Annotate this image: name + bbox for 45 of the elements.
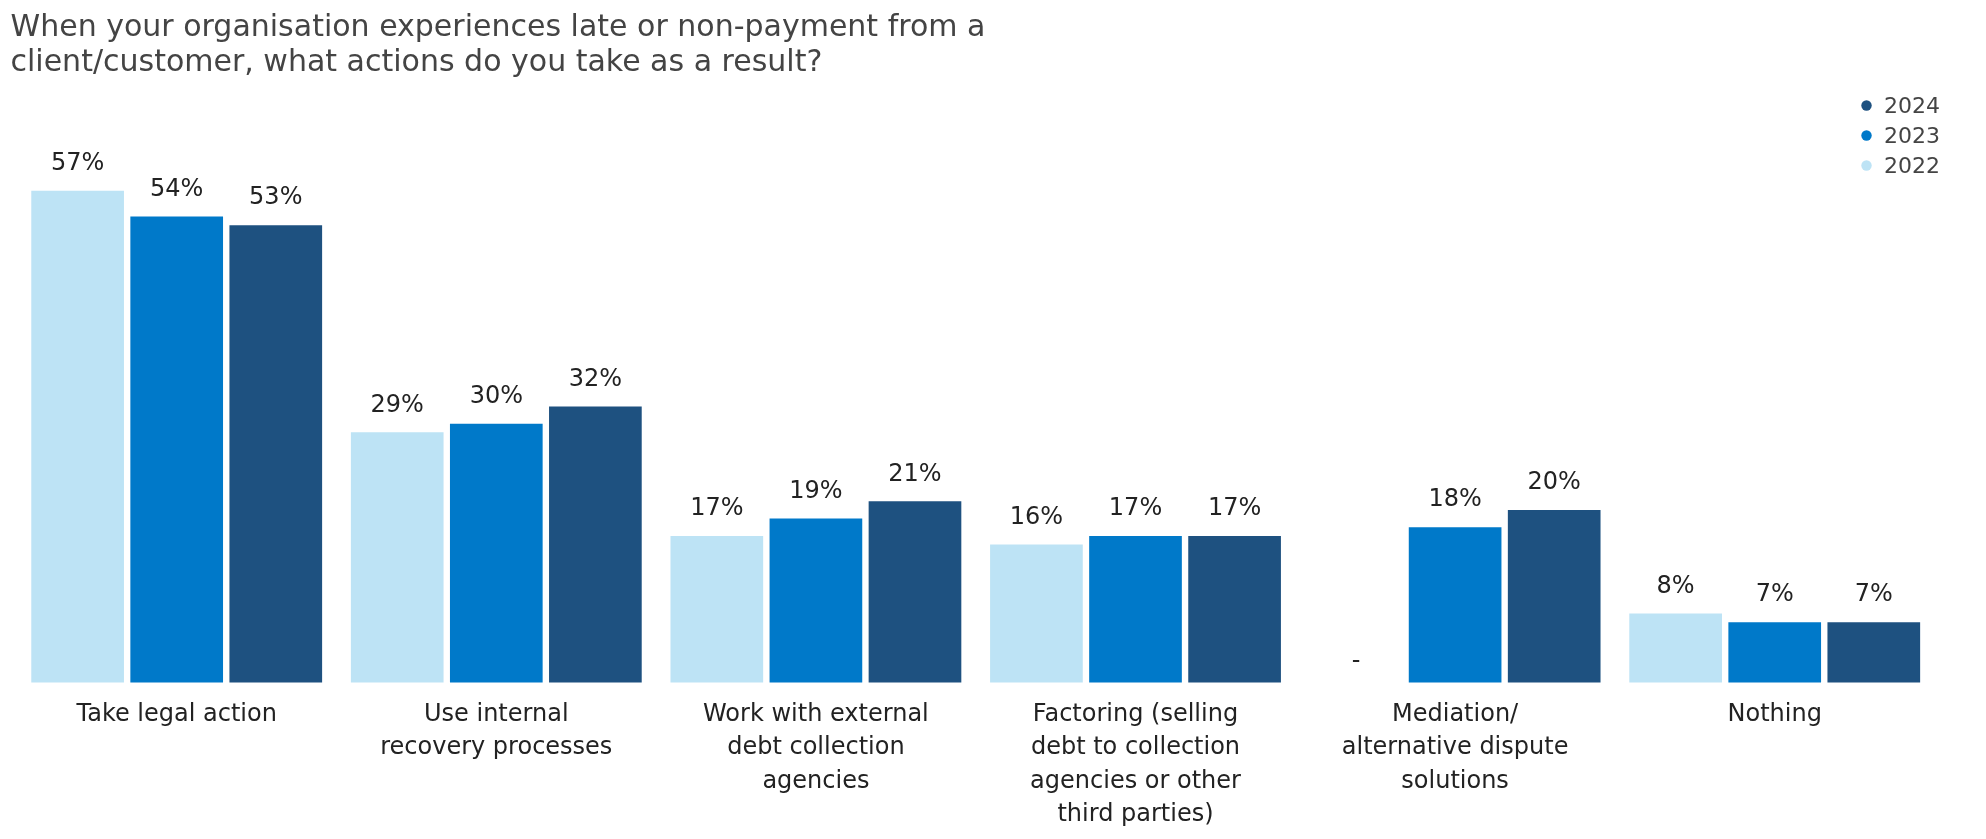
bar xyxy=(1089,535,1182,683)
bar xyxy=(868,501,962,683)
x-tick-label: Mediation/ alternative dispute solutions xyxy=(1341,698,1569,794)
text: - xyxy=(1351,645,1361,674)
data-label: 16% xyxy=(1009,501,1064,530)
bar xyxy=(670,535,764,683)
x-tick-label: Factoring (selling debt to collection agencies or other third parties) xyxy=(1030,698,1242,828)
x-tick-label: Take legal action xyxy=(75,698,277,727)
data-label: 7% xyxy=(1854,579,1893,608)
data-label: 19% xyxy=(789,475,843,504)
x-tick-label: Work with external debt collection agencies xyxy=(703,698,929,794)
bar xyxy=(1507,510,1601,683)
bar xyxy=(449,423,543,683)
data-label: 20% xyxy=(1527,467,1581,496)
data-label: 29% xyxy=(370,389,424,418)
bar xyxy=(1408,527,1502,683)
data-label: 54% xyxy=(150,173,204,202)
bar xyxy=(31,190,124,683)
bar xyxy=(549,406,642,683)
bar xyxy=(1188,535,1281,683)
data-label: 17% xyxy=(1207,493,1262,522)
legend-label: 2023 xyxy=(1884,122,1940,148)
data-label: 8% xyxy=(1656,570,1695,599)
x-tick-label: Use internal recovery processes xyxy=(380,698,613,761)
bar xyxy=(769,518,863,683)
x-tick-label: Nothing xyxy=(1727,698,1822,727)
bar xyxy=(350,432,444,683)
data-label: 17% xyxy=(1108,493,1163,522)
legend-label: 2024 xyxy=(1884,92,1940,118)
data-label: 7% xyxy=(1755,579,1794,608)
bar xyxy=(1827,622,1921,683)
chart-title: When your organisation experiences late or non-payment from a client/customer, what actions do you take as a result? xyxy=(10,7,986,78)
data-label: 18% xyxy=(1428,484,1482,513)
data-label: 17% xyxy=(690,493,744,522)
bar xyxy=(1728,622,1822,683)
data-label: 53% xyxy=(249,182,303,211)
data-label: 21% xyxy=(888,458,942,487)
bar xyxy=(229,225,323,683)
legend-label: 2022 xyxy=(1884,152,1940,178)
bar xyxy=(130,216,224,683)
data-label: 57% xyxy=(50,147,105,176)
data-label: 30% xyxy=(469,380,523,409)
bar xyxy=(990,544,1083,683)
data-label: 32% xyxy=(568,363,623,392)
bar xyxy=(1629,613,1722,683)
